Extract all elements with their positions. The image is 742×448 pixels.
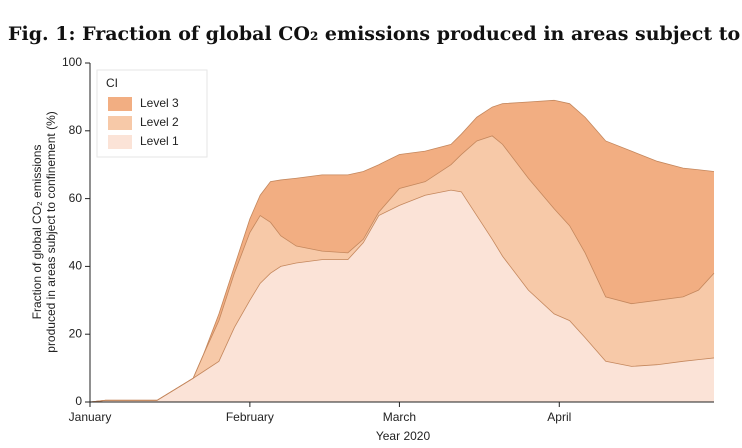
y-tick-label: 60 [69, 191, 83, 205]
x-tick-label: January [69, 410, 112, 424]
area-fill [90, 100, 714, 402]
area-line [89, 99, 715, 403]
legend-title: CI [106, 76, 118, 90]
area-line [89, 189, 715, 403]
legend-label: Level 2 [140, 115, 179, 129]
y-tick-label: 100 [62, 55, 82, 69]
y-axis-label: produced in areas subject to confinement… [44, 111, 58, 352]
x-tick-label: April [547, 410, 571, 424]
legend-label: Level 3 [140, 96, 179, 110]
y-tick-label: 20 [69, 326, 83, 340]
legend-swatch [108, 135, 132, 149]
y-axis-label: Fraction of global CO₂ emissions [30, 145, 44, 320]
y-tick-label: 40 [69, 259, 83, 273]
legend-swatch [108, 97, 132, 111]
area-fill [90, 135, 714, 402]
legend-label: Level 1 [140, 134, 179, 148]
chart-title: Fig. 1: Fraction of global CO₂ emissions… [8, 23, 742, 45]
x-tick-label: February [226, 410, 274, 424]
area-line [89, 135, 715, 403]
x-axis-label: Year 2020 [376, 429, 431, 443]
legend-swatch [108, 116, 132, 130]
area-fill [90, 190, 714, 402]
plot-area [89, 99, 715, 403]
x-tick-label: March [383, 410, 416, 424]
y-tick-label: 80 [69, 123, 83, 137]
y-tick-label: 0 [75, 394, 82, 408]
